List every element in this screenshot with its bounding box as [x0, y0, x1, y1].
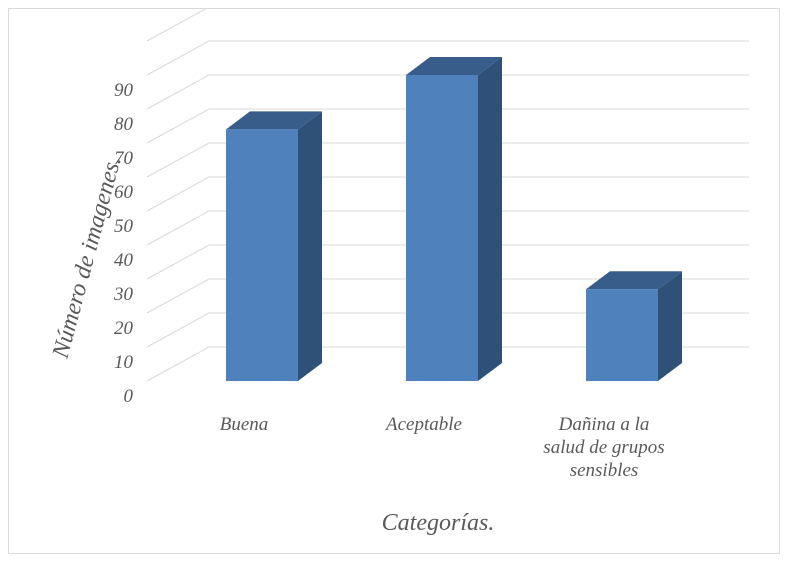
bar	[586, 271, 682, 381]
y-tick-label: 40	[114, 250, 134, 271]
y-tick-label: 50	[114, 216, 134, 237]
bar-front	[226, 129, 298, 381]
bars	[226, 57, 682, 382]
bar	[226, 111, 322, 382]
gridline	[146, 312, 749, 348]
x-axis-categories: Buena Aceptable Dañina a la salud de grupos…	[220, 414, 665, 481]
bar-side	[478, 57, 502, 381]
bar-front	[406, 75, 478, 381]
gridline	[146, 176, 749, 212]
y-tick-label: 0	[124, 386, 134, 407]
y-tick-label: 80	[114, 114, 134, 135]
bar-front	[586, 289, 658, 381]
gridline	[146, 142, 749, 178]
x-category-label: Buena	[220, 414, 269, 435]
gridline	[146, 346, 749, 382]
y-tick-label: 90	[114, 80, 134, 101]
y-tick-label: 20	[114, 318, 134, 339]
y-tick-label: 60	[114, 182, 134, 203]
bar-chart-3d: 0 10 20 30 40 50 60 70 80 90 Buena Aceptable Dañina…	[48, 9, 749, 536]
gridline	[146, 244, 749, 280]
y-tick-label: 10	[114, 352, 134, 373]
bar-side	[298, 111, 322, 382]
x-category-label: Aceptable	[384, 414, 462, 435]
chart-frame: 0 10 20 30 40 50 60 70 80 90 Buena Aceptable Dañina…	[8, 8, 780, 554]
bar-top	[406, 57, 502, 75]
gridline	[146, 74, 749, 110]
gridline	[146, 9, 207, 42]
y-tick-label: 70	[114, 148, 134, 169]
gridlines	[146, 9, 749, 382]
y-tick-label: 30	[113, 284, 134, 305]
bar	[406, 57, 502, 381]
gridline	[146, 210, 749, 246]
gridline	[146, 278, 749, 314]
gridline	[146, 108, 749, 144]
x-axis-title: Categorías.	[382, 510, 495, 536]
bar-top	[586, 271, 682, 290]
gridline	[146, 40, 749, 76]
y-axis-ticks: 0 10 20 30 40 50 60 70 80 90	[113, 80, 134, 407]
bar-side	[658, 271, 682, 381]
bar-top	[226, 111, 322, 130]
x-category-label: Dañina a la salud de grupos sensibles	[543, 414, 664, 481]
